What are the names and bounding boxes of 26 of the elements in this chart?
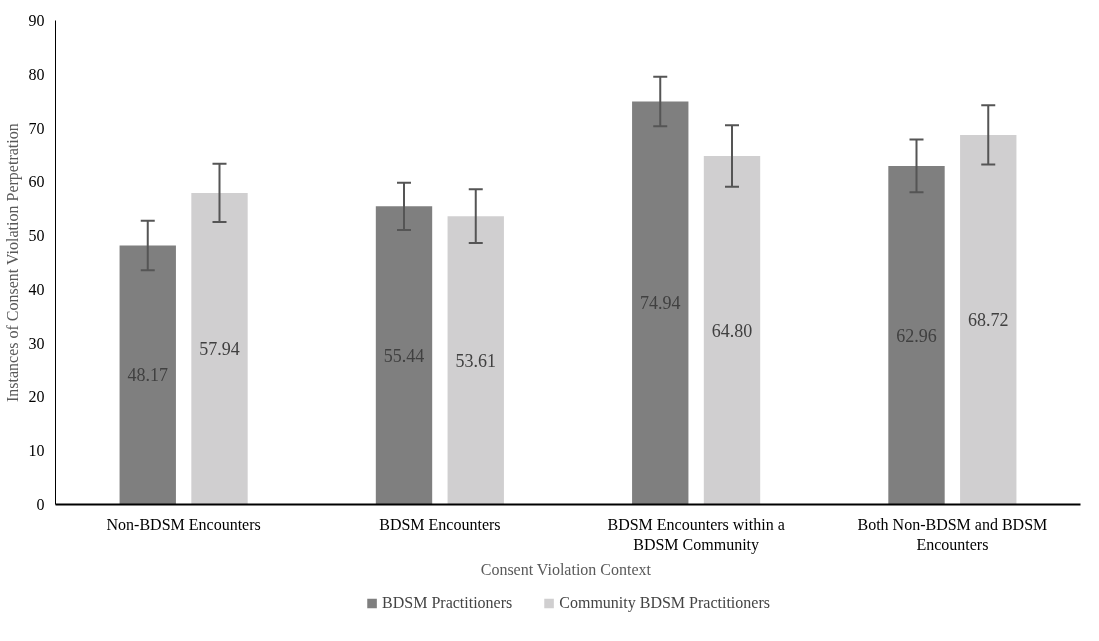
x-tick-label: BDSM Encounters — [379, 515, 501, 533]
x-tick-label: BDSM Encounters within a BDSM Community — [607, 515, 785, 554]
x-tick-label: Both Non-BDSM and BDSM Encounters — [857, 515, 1048, 553]
data-label: 68.72 — [968, 310, 1009, 331]
x-tick-label: Non-BDSM Encounters — [106, 515, 261, 533]
y-tick-label: 50 — [28, 227, 45, 245]
data-label: 64.80 — [711, 320, 753, 341]
y-tick-label: 10 — [28, 442, 45, 460]
y-axis-title: Instances of Consent Violation Perpetration — [3, 123, 22, 402]
data-label: 48.17 — [127, 365, 168, 386]
data-label: 62.96 — [896, 325, 937, 346]
y-tick-label: 90 — [28, 12, 45, 29]
y-tick-label: 70 — [28, 119, 45, 137]
data-label: 53.61 — [455, 350, 496, 371]
data-label: 55.44 — [383, 345, 425, 366]
legend-label: Community BDSM Practitioners — [559, 593, 770, 612]
data-label: 74.94 — [640, 293, 681, 314]
x-axis-title: Consent Violation Context — [480, 560, 652, 578]
y-tick-label: 30 — [28, 334, 45, 352]
y-tick-label: 60 — [28, 173, 45, 191]
legend-label: BDSM Practitioners — [382, 593, 513, 612]
data-label: 57.94 — [199, 339, 240, 360]
y-tick-label: 40 — [28, 280, 45, 298]
y-tick-label: 20 — [28, 388, 45, 406]
y-tick-label: 0 — [36, 496, 45, 513]
y-tick-label: 80 — [28, 65, 45, 83]
